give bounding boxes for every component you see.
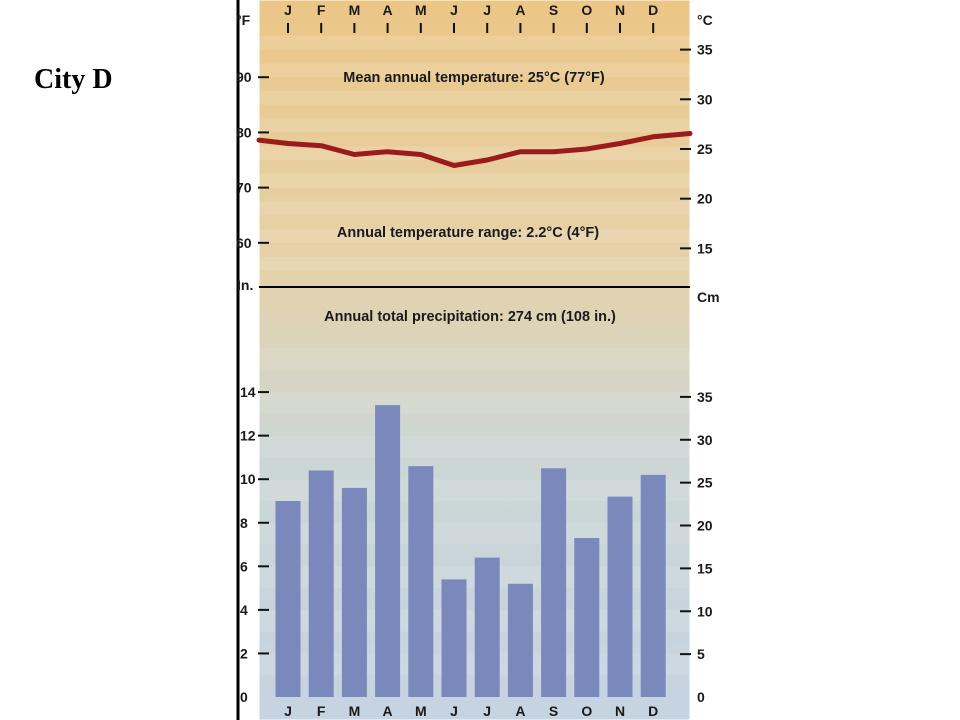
inch-tick-label: 8 — [240, 515, 248, 531]
precipitation-bar — [474, 557, 500, 697]
cm-tick-label: 10 — [697, 603, 713, 619]
month-label-bottom: A — [383, 703, 393, 719]
month-label-bottom: S — [549, 703, 558, 719]
precipitation-bar — [408, 466, 434, 697]
unit-label-centimeters: Cm — [697, 289, 720, 305]
precipitation-bar — [507, 583, 533, 697]
month-label-bottom: N — [615, 703, 625, 719]
precipitation-bar — [541, 468, 567, 697]
month-label-top: J — [483, 2, 491, 18]
cm-tick-label: 0 — [697, 689, 705, 705]
cm-tick-label: 5 — [697, 646, 705, 662]
month-label-top: A — [515, 2, 525, 18]
annotation-temperature-range: Annual temperature range: 2.2°C (4°F) — [337, 225, 599, 241]
inch-tick-label: 4 — [240, 602, 248, 618]
chart-border — [258, 0, 691, 720]
celsius-tick-label: 15 — [697, 240, 713, 256]
temp-band — [259, 229, 690, 243]
inch-tick-label: 12 — [240, 428, 256, 444]
celsius-tick-label: 35 — [697, 42, 713, 58]
temp-band — [259, 173, 690, 188]
temp-band — [259, 91, 690, 105]
month-label-bottom: D — [648, 703, 658, 719]
month-label-top: J — [450, 2, 458, 18]
unit-label-celsius: °C — [697, 12, 713, 28]
precipitation-bar — [574, 538, 600, 697]
fahrenheit-tick-label: 90 — [236, 69, 252, 85]
inch-tick-label: 0 — [240, 689, 248, 705]
cm-tick-label: 20 — [697, 518, 713, 534]
precipitation-bar — [607, 496, 633, 697]
inch-tick-label: 6 — [240, 558, 248, 574]
fahrenheit-tick-label: 80 — [236, 124, 252, 140]
precipitation-bar — [375, 405, 401, 697]
precip-band — [259, 392, 690, 414]
unit-label-inches: In. — [237, 277, 253, 293]
month-label-bottom: J — [450, 703, 458, 719]
month-label-bottom: M — [349, 703, 361, 719]
left-axis: 60 70 80 90 0 2 4 6 8 10 12 14 — [236, 69, 269, 705]
precipitation-bar — [308, 470, 334, 697]
annotation-mean-temperature: Mean annual temperature: 25°C (77°F) — [343, 70, 605, 86]
month-label-bottom: M — [415, 703, 427, 719]
inch-tick-label: 14 — [240, 384, 256, 400]
temperature-line — [256, 131, 693, 168]
temp-band — [259, 63, 690, 78]
month-label-top: N — [615, 2, 625, 18]
temp-band — [259, 256, 690, 271]
cm-tick-label: 25 — [697, 475, 713, 491]
month-label-top: D — [648, 2, 658, 18]
celsius-tick-label: 30 — [697, 91, 713, 107]
month-label-top: M — [349, 2, 361, 18]
page-title: City D — [34, 64, 113, 95]
right-axis: 15 20 25 30 35 0 5 10 15 20 25 30 35 — [680, 42, 713, 705]
celsius-tick-label: 25 — [697, 141, 713, 157]
month-label-bottom: A — [515, 703, 525, 719]
month-label-top: J — [284, 2, 292, 18]
month-label-top: O — [581, 2, 592, 18]
temp-band — [259, 201, 690, 216]
precipitation-bar — [640, 474, 666, 697]
temp-band — [259, 118, 690, 133]
month-label-bottom: J — [284, 703, 292, 719]
month-label-top: M — [415, 2, 427, 18]
fahrenheit-tick-label: 70 — [236, 180, 252, 196]
inch-tick-label: 10 — [240, 471, 256, 487]
month-label-bottom: F — [317, 703, 326, 719]
annotation-total-precipitation: Annual total precipitation: 274 cm (108 … — [324, 309, 616, 325]
month-label-top: F — [317, 2, 326, 18]
unit-label-fahrenheit: °F — [236, 12, 251, 28]
cm-tick-label: 30 — [697, 432, 713, 448]
month-label-bottom: J — [483, 703, 491, 719]
inch-tick-label: 2 — [240, 645, 248, 661]
precipitation-bar — [341, 487, 367, 697]
cm-tick-label: 15 — [697, 560, 713, 576]
precip-band — [259, 348, 690, 371]
month-label-top: S — [549, 2, 558, 18]
temp-band — [259, 35, 690, 50]
fahrenheit-tick-label: 60 — [236, 235, 252, 251]
month-label-bottom: O — [581, 703, 592, 719]
cm-tick-label: 35 — [697, 389, 713, 405]
celsius-tick-label: 20 — [697, 191, 713, 207]
precipitation-bar — [275, 500, 301, 697]
month-label-top: A — [383, 2, 393, 18]
precipitation-bar — [441, 579, 467, 697]
precip-band — [259, 435, 690, 458]
precipitation-bars — [275, 405, 666, 697]
